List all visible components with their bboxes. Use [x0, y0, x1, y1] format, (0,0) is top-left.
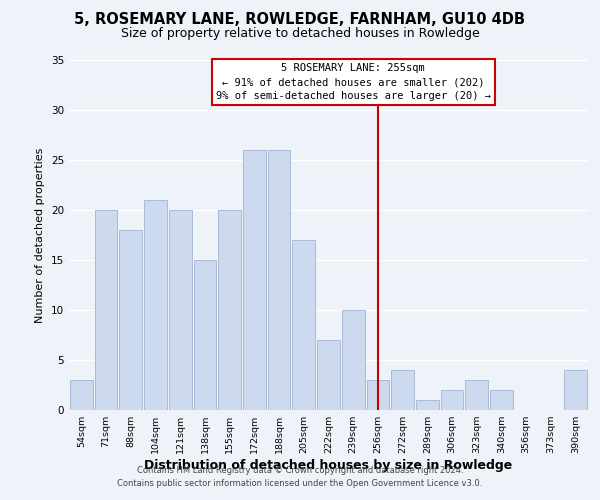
Bar [218, 210, 241, 410]
Bar [95, 210, 118, 410]
Bar [441, 390, 463, 410]
Bar [144, 200, 167, 410]
Bar [243, 150, 266, 410]
Text: Contains HM Land Registry data © Crown copyright and database right 2024.
Contai: Contains HM Land Registry data © Crown c… [118, 466, 482, 487]
Text: 5 ROSEMARY LANE: 255sqm
← 91% of detached houses are smaller (202)
9% of semi-de: 5 ROSEMARY LANE: 255sqm ← 91% of detache… [216, 63, 491, 101]
Bar [169, 210, 191, 410]
Bar [317, 340, 340, 410]
Bar [292, 240, 315, 410]
Bar [367, 380, 389, 410]
X-axis label: Distribution of detached houses by size in Rowledge: Distribution of detached houses by size … [145, 459, 512, 472]
Bar [119, 230, 142, 410]
Bar [564, 370, 587, 410]
Bar [416, 400, 439, 410]
Text: 5, ROSEMARY LANE, ROWLEDGE, FARNHAM, GU10 4DB: 5, ROSEMARY LANE, ROWLEDGE, FARNHAM, GU1… [74, 12, 526, 28]
Bar [342, 310, 365, 410]
Bar [466, 380, 488, 410]
Y-axis label: Number of detached properties: Number of detached properties [35, 148, 46, 322]
Bar [268, 150, 290, 410]
Bar [391, 370, 414, 410]
Text: Size of property relative to detached houses in Rowledge: Size of property relative to detached ho… [121, 28, 479, 40]
Bar [194, 260, 216, 410]
Bar [70, 380, 93, 410]
Bar [490, 390, 513, 410]
